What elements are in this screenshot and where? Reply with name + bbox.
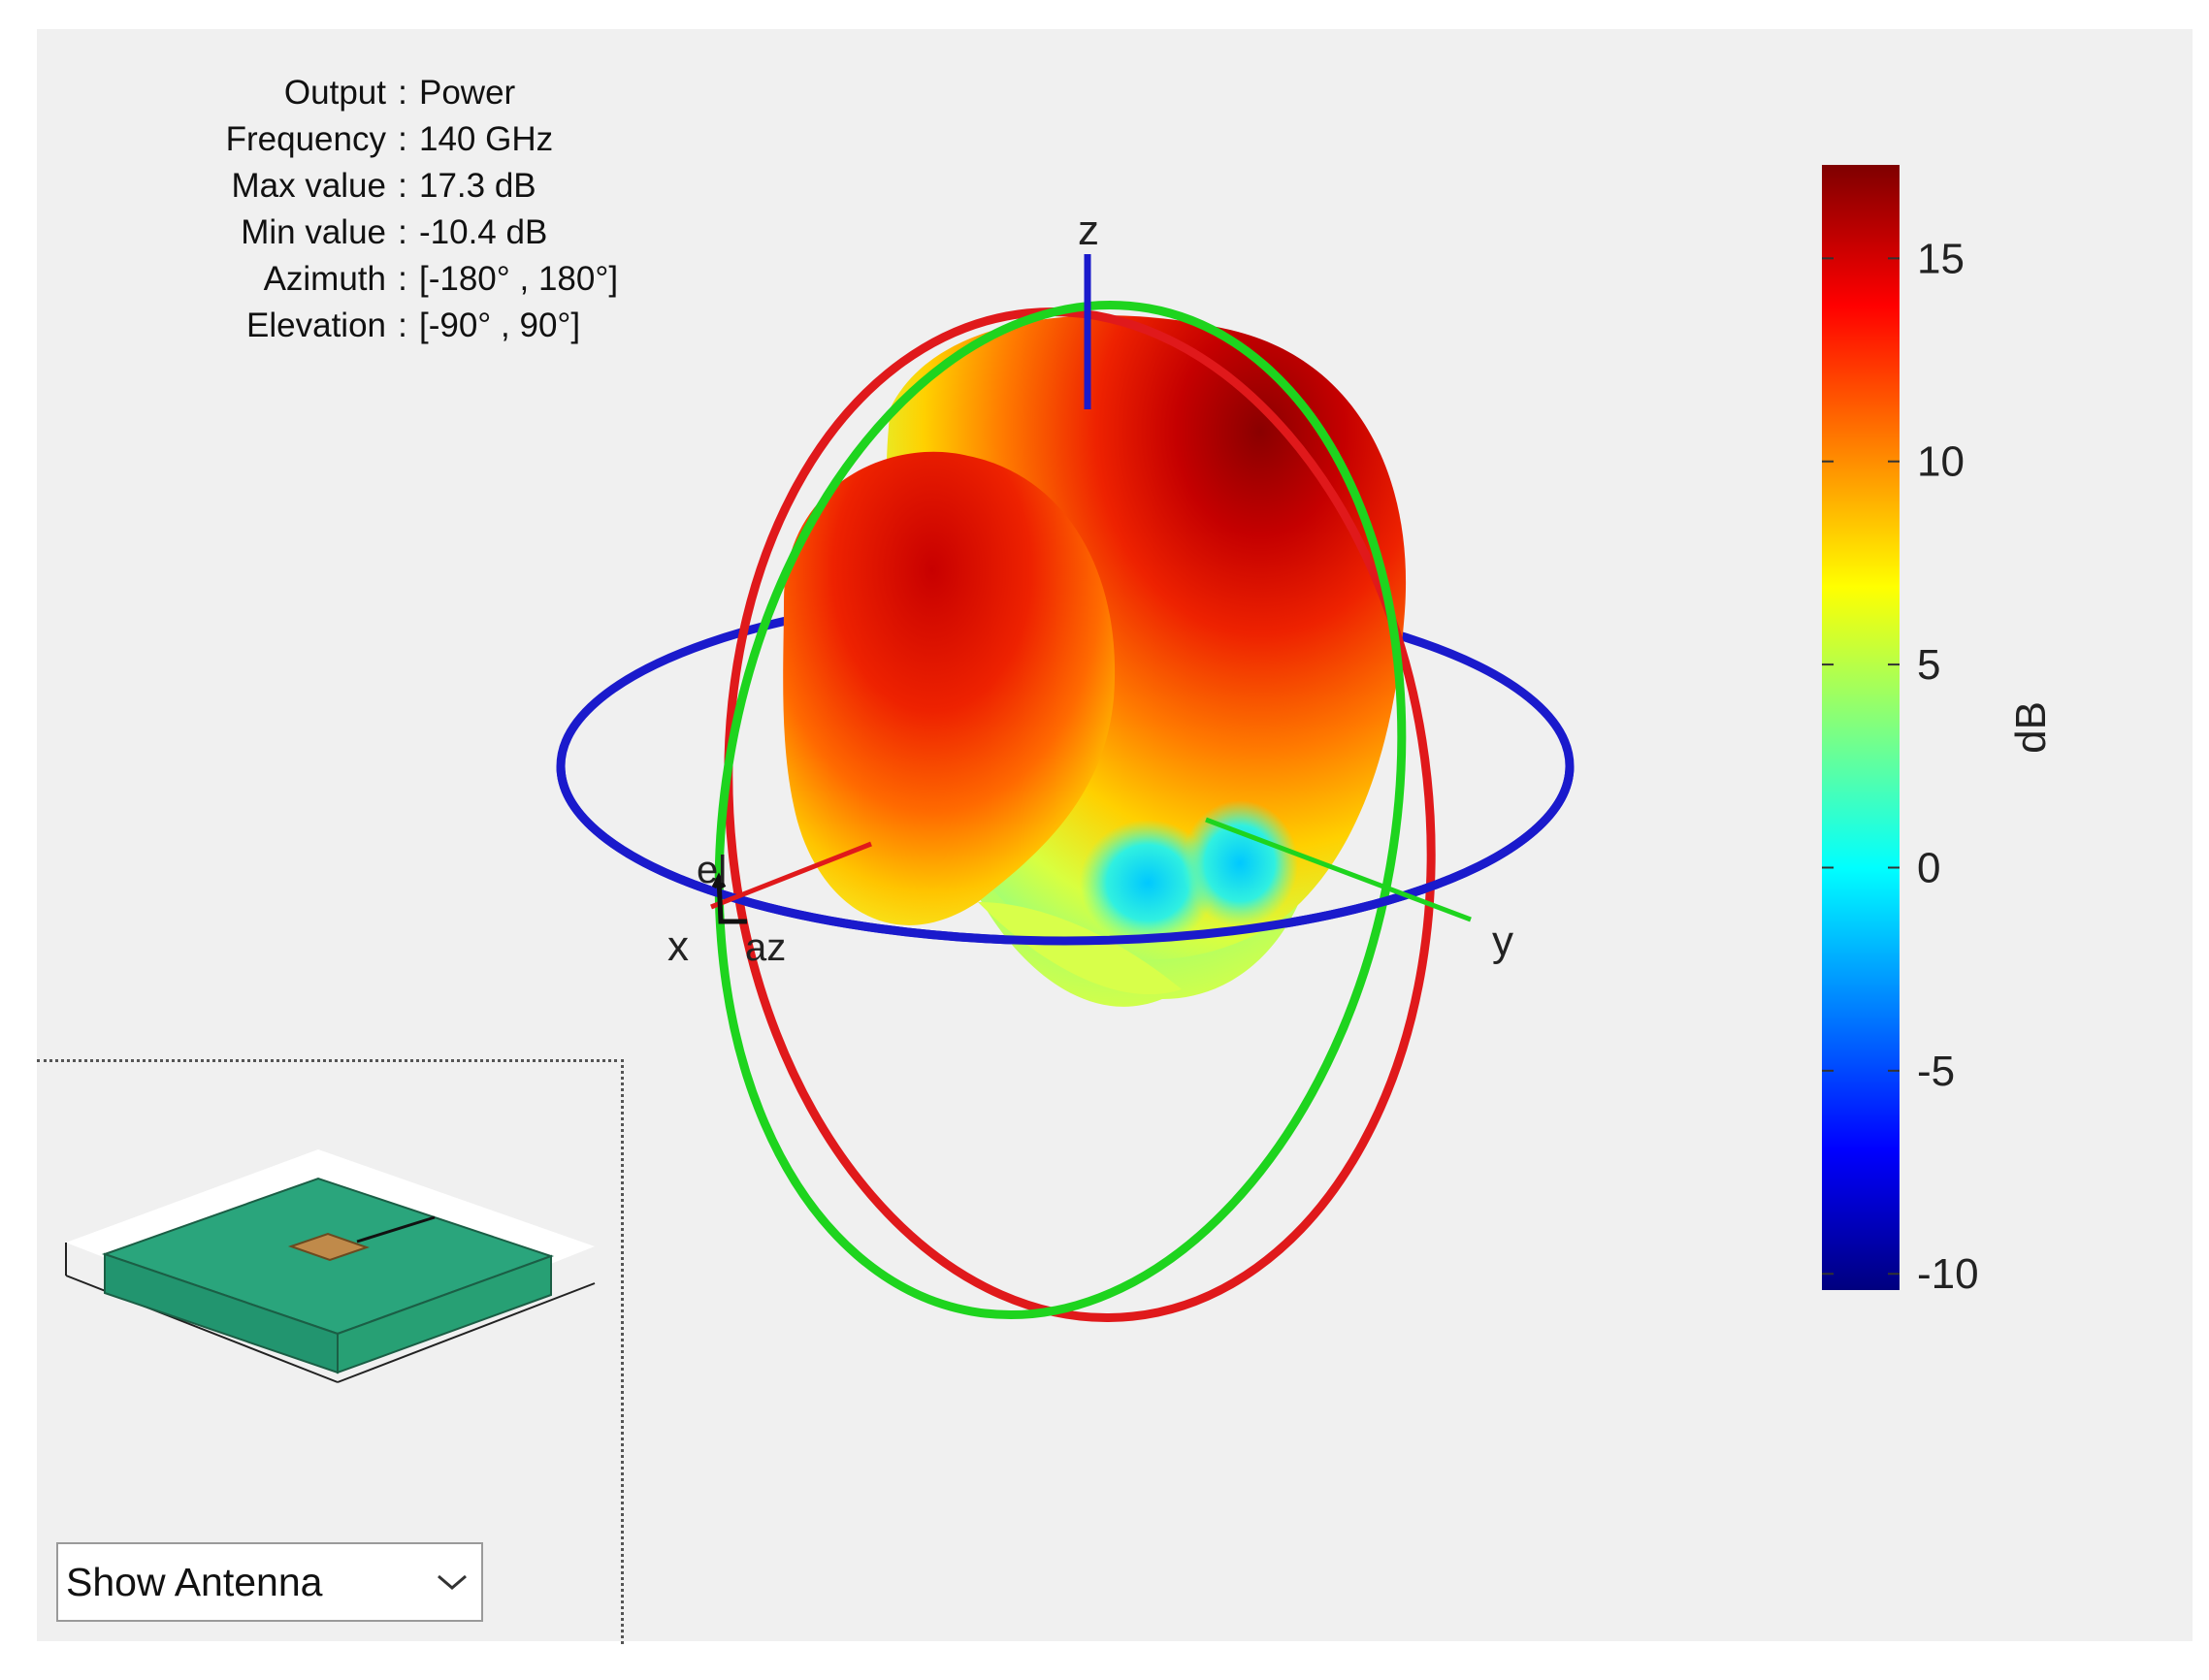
pattern-info: Output: Power Frequency:140 GHz Max value:1… <box>182 70 618 349</box>
info-value: 17.3 dB <box>419 167 536 205</box>
yz-plane-ring <box>714 301 1407 1319</box>
info-value: 140 GHz <box>419 120 554 158</box>
view-select-value: Show Antenna <box>66 1559 323 1604</box>
chevron-down-icon <box>423 1542 481 1622</box>
info-separator: : <box>398 260 407 298</box>
radiation-pattern-plot[interactable]: z x y el az <box>37 29 1686 1387</box>
z-axis-label: z <box>1078 207 1099 254</box>
info-value: -10.4 dB <box>419 213 548 251</box>
colorbar-tick-label: 10 <box>1917 438 1965 486</box>
info-separator: : <box>398 307 407 344</box>
colorbar-tick-label: -5 <box>1917 1048 1955 1095</box>
patch-icon <box>287 1232 371 1262</box>
y-axis-line <box>1205 817 1472 922</box>
info-label: Output <box>283 74 386 112</box>
colorbar-gradient <box>1822 165 1900 1290</box>
feed-line <box>356 1215 436 1244</box>
y-axis-label: y <box>1492 918 1513 965</box>
colorbar-tick-label: 5 <box>1917 641 1940 689</box>
info-label: Azimuth <box>263 260 386 298</box>
info-value: [-90° , 90°] <box>419 307 581 344</box>
info-separator: : <box>398 120 407 158</box>
colorbar-ticks: -10 -5 0 5 10 15 <box>1822 235 1979 1298</box>
antenna-inset <box>37 1059 624 1644</box>
info-separator: : <box>398 167 407 205</box>
pattern-surface <box>783 315 1407 1007</box>
xz-plane-ring <box>724 307 1436 1323</box>
info-row: Output: Power <box>182 70 618 116</box>
x-axis-line <box>710 841 872 910</box>
info-row: Max value:17.3 dB <box>182 163 618 210</box>
info-value: Power <box>419 74 516 112</box>
info-label: Frequency <box>225 120 386 158</box>
info-row: Elevation: [-90° , 90°] <box>182 303 618 349</box>
antenna-geometry-view[interactable] <box>37 1062 619 1528</box>
az-el-indicator-icon <box>711 872 747 924</box>
x-axis-label: x <box>667 922 689 970</box>
info-row: Min value: -10.4 dB <box>182 210 618 256</box>
info-label: Max value <box>231 167 386 205</box>
colorbar-tick-label: 0 <box>1917 844 1940 891</box>
colorbar-tick-label: -10 <box>1917 1250 1979 1298</box>
colorbar-tick-label: 15 <box>1917 235 1965 282</box>
info-label: Min value <box>241 213 386 251</box>
az-label: az <box>745 926 786 969</box>
info-row: Frequency:140 GHz <box>182 116 618 163</box>
el-label: el <box>697 849 727 891</box>
colorbar-label: dB <box>2007 701 2055 754</box>
view-select-dropdown[interactable]: Show Antenna <box>56 1542 483 1622</box>
azimuth-ring-front <box>556 765 1575 946</box>
colorbar: -10 -5 0 5 10 15 dB <box>1822 165 2055 1298</box>
info-value: [-180° , 180°] <box>419 260 619 298</box>
info-label: Elevation <box>246 307 386 344</box>
info-separator: : <box>398 213 407 251</box>
info-separator: : <box>398 74 407 112</box>
figure-panel: Output: Power Frequency:140 GHz Max value:1… <box>37 29 2193 1644</box>
info-row: Azimuth: [-180° , 180°] <box>182 256 619 303</box>
